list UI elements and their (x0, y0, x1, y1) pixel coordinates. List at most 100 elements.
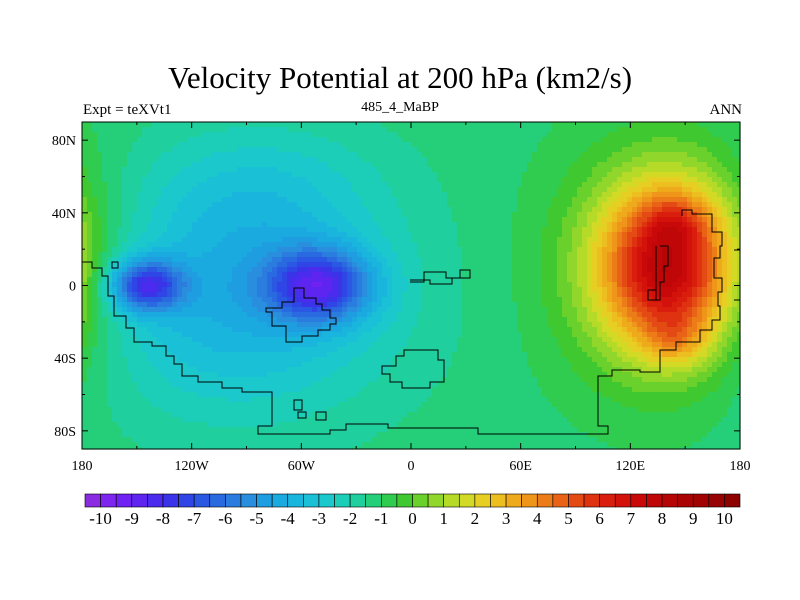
field-cell (687, 127, 693, 133)
field-cell (152, 212, 158, 218)
field-cell (617, 202, 623, 208)
field-cell (482, 172, 488, 178)
field-cell (577, 182, 583, 188)
field-cell (202, 217, 208, 223)
field-cell (532, 127, 538, 133)
field-cell (497, 242, 503, 248)
field-cell (102, 157, 108, 163)
field-cell (657, 202, 663, 208)
field-cell (547, 257, 553, 263)
field-cell (487, 122, 493, 128)
field-cell (397, 272, 403, 278)
field-cell (617, 192, 623, 198)
field-cell (692, 252, 698, 258)
field-cell (372, 162, 378, 168)
field-cell (522, 277, 528, 283)
field-cell (672, 212, 678, 218)
field-cell (332, 277, 338, 283)
field-cell (467, 307, 473, 313)
field-cell (397, 227, 403, 233)
field-cell (482, 127, 488, 133)
field-cell (187, 187, 193, 193)
field-cell (457, 292, 463, 298)
field-cell (467, 132, 473, 138)
field-cell (277, 237, 283, 243)
field-cell (302, 262, 308, 268)
field-cell (347, 157, 353, 163)
field-cell (487, 227, 493, 233)
field-cell (427, 252, 433, 258)
field-cell (702, 252, 708, 258)
field-cell (97, 142, 103, 148)
field-cell (452, 147, 458, 153)
field-cell (557, 187, 563, 193)
field-cell (412, 217, 418, 223)
field-cell (582, 187, 588, 193)
field-cell (457, 297, 463, 303)
field-cell (262, 277, 268, 283)
field-cell (352, 192, 358, 198)
field-cell (517, 302, 523, 308)
field-cell (702, 242, 708, 248)
field-cell (502, 122, 508, 128)
field-cell (307, 167, 313, 173)
field-cell (602, 292, 608, 298)
field-cell (157, 182, 163, 188)
field-cell (542, 197, 548, 203)
field-cell (512, 237, 518, 243)
field-cell (182, 212, 188, 218)
field-cell (217, 237, 223, 243)
field-cell (227, 272, 233, 278)
field-cell (407, 287, 413, 293)
field-cell (317, 137, 323, 143)
field-cell (442, 152, 448, 158)
field-cell (602, 132, 608, 138)
field-cell (717, 137, 723, 143)
field-cell (337, 307, 343, 313)
field-cell (402, 267, 408, 273)
field-cell (302, 142, 308, 148)
field-cell (337, 272, 343, 278)
field-cell (732, 172, 738, 178)
field-cell (192, 252, 198, 258)
field-cell (597, 207, 603, 213)
field-cell (402, 122, 408, 128)
field-cell (392, 277, 398, 283)
field-cell (87, 277, 93, 283)
field-cell (557, 127, 563, 133)
field-cell (162, 157, 168, 163)
field-cell (322, 222, 328, 228)
field-cell (187, 217, 193, 223)
field-cell (307, 207, 313, 213)
field-cell (477, 262, 483, 268)
field-cell (172, 162, 178, 168)
field-cell (502, 202, 508, 208)
field-cell (487, 182, 493, 188)
field-cell (382, 127, 388, 133)
field-cell (192, 187, 198, 193)
field-cell (357, 227, 363, 233)
field-cell (322, 242, 328, 248)
field-cell (147, 232, 153, 238)
field-cell (572, 282, 578, 288)
field-cell (82, 272, 88, 278)
field-cell (727, 222, 733, 228)
field-cell (157, 202, 163, 208)
field-cell (127, 267, 133, 273)
field-cell (462, 272, 468, 278)
field-cell (272, 192, 278, 198)
field-cell (117, 292, 123, 298)
field-cell (117, 262, 123, 268)
field-cell (332, 222, 338, 228)
field-cell (427, 122, 433, 128)
field-cell (222, 197, 228, 203)
field-cell (202, 202, 208, 208)
field-cell (342, 127, 348, 133)
field-cell (357, 307, 363, 313)
field-cell (492, 132, 498, 138)
field-cell (432, 177, 438, 183)
field-cell (297, 207, 303, 213)
field-cell (702, 222, 708, 228)
field-cell (642, 287, 648, 293)
field-cell (692, 162, 698, 168)
